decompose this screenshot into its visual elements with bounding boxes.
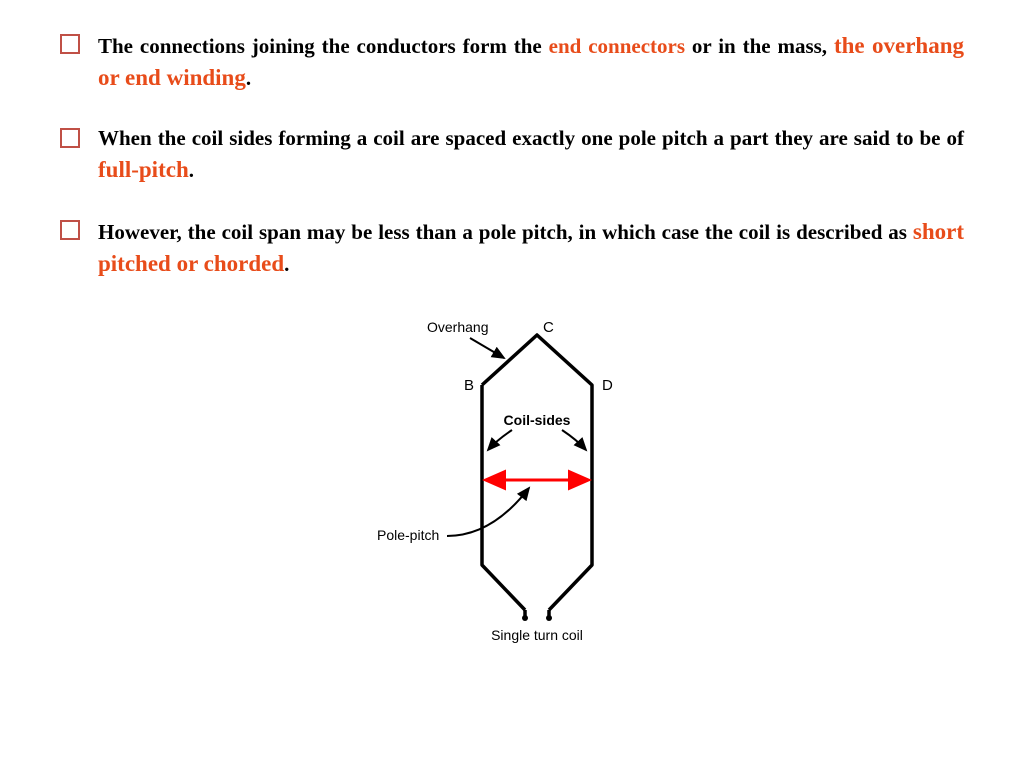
bullet-box-icon <box>60 34 80 54</box>
coil-diagram: B C D Overhang Coil-sides Pole-pitch Single tu… <box>342 310 682 650</box>
bullet-text: However, the coil span may be less than … <box>98 216 964 280</box>
bullet-item: However, the coil span may be less than … <box>60 216 964 280</box>
bullet-list: The connections joining the conductors f… <box>60 30 964 280</box>
bullet-box-icon <box>60 128 80 148</box>
diagram-container: B C D Overhang Coil-sides Pole-pitch Single tu… <box>60 310 964 650</box>
diagram-caption: Single turn coil <box>491 627 583 643</box>
bullet-item: The connections joining the conductors f… <box>60 30 964 94</box>
bullet-item: When the coil sides forming a coil are s… <box>60 124 964 186</box>
label-overhang: Overhang <box>427 319 488 335</box>
label-pole-pitch: Pole-pitch <box>377 527 439 543</box>
bullet-text: The connections joining the conductors f… <box>98 30 964 94</box>
label-d: D <box>602 377 613 394</box>
bullet-text: When the coil sides forming a coil are s… <box>98 124 964 186</box>
label-b: B <box>464 377 474 394</box>
label-c: C <box>543 319 554 336</box>
bullet-box-icon <box>60 220 80 240</box>
label-coil-sides: Coil-sides <box>504 412 571 428</box>
